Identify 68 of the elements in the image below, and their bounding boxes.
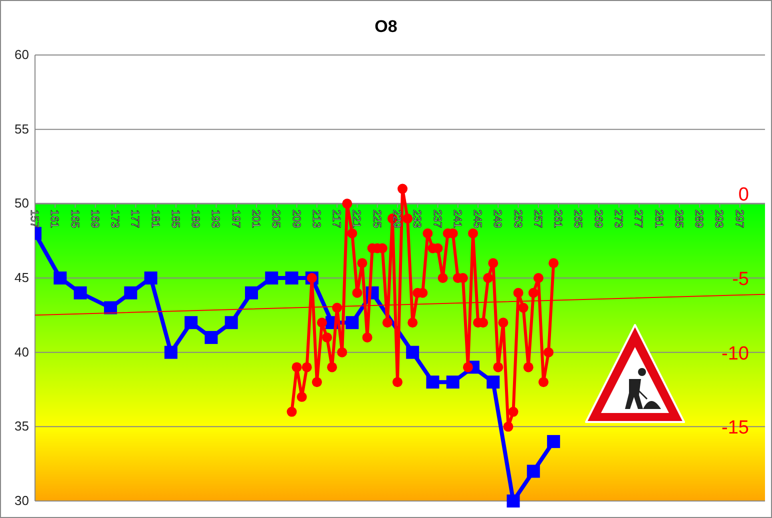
point [144,272,158,284]
x-tick-label: 205 [270,210,282,228]
x-tick-label: 237 [430,210,443,228]
y-tick-label: 40 [14,344,29,360]
point [204,330,218,344]
x-tick-label: 185 [168,210,181,228]
x-tick-label: 257 [531,210,544,228]
y-tick-label: 55 [14,121,29,136]
x-tick-label: 189 [189,210,202,228]
x-tick-label: 269 [592,210,604,228]
x-tick-label: 297 [732,210,745,228]
x-tick-label: 165 [68,210,80,228]
x-tick-label: 225 [370,210,382,228]
x-tick-label: 193 [209,210,222,228]
y2-tick-label: 0 [738,184,749,206]
point [104,301,118,314]
x-tick-label: 265 [572,210,584,228]
point [164,346,178,359]
x-tick-label: 281 [652,210,664,228]
y-tick-label: 45 [14,270,29,285]
point [184,316,198,330]
point [74,286,87,300]
x-tick-label: 161 [48,210,60,228]
x-tick-label: 241 [450,210,463,228]
x-tick-label: 285 [672,210,684,228]
x-tick-label: 249 [491,210,504,228]
point [244,286,258,300]
point [426,376,440,389]
x-tick-label: 261 [552,210,564,228]
x-tick-label: 289 [692,210,705,228]
x-tick-label: 213 [310,210,322,228]
point [526,464,540,478]
y-tick-label: 30 [14,493,29,508]
x-tick-label: 169 [88,210,100,228]
point [54,272,67,284]
x-tick-label: 177 [128,210,141,228]
x-tick-label: 229 [390,210,402,228]
x-tick-label: 181 [148,210,161,228]
x-tick-label: 277 [632,210,644,228]
x-tick-label: 209 [290,210,302,228]
x-tick-label: 293 [712,210,725,228]
chart-title: O8 [374,17,398,36]
point [265,272,278,284]
point [124,286,138,300]
x-tick-label: 157 [28,210,40,228]
x-tick-label: 221 [350,210,362,228]
point [446,376,460,389]
y-tick-label: 50 [14,196,29,211]
y2-tick-label: -5 [732,269,749,290]
x-tick-label: 217 [330,210,342,228]
x-tick-label: 245 [471,210,484,228]
point [285,272,298,284]
y-tick-label: 60 [14,47,29,62]
x-tick-label: 233 [410,210,423,228]
x-tick-label: 273 [612,210,624,228]
y2-tick-label: -10 [722,343,749,364]
x-tick-label: 173 [108,210,121,228]
point [346,316,359,330]
y2-tick-label: -15 [722,418,749,439]
x-tick-label: 253 [511,210,524,228]
point [224,316,238,330]
x-tick-label: 197 [229,210,242,228]
point [547,435,560,448]
point [506,494,520,508]
x-tick-label: 201 [250,210,262,228]
point [406,346,420,359]
y-tick-label: 35 [14,418,29,434]
point [486,376,500,389]
